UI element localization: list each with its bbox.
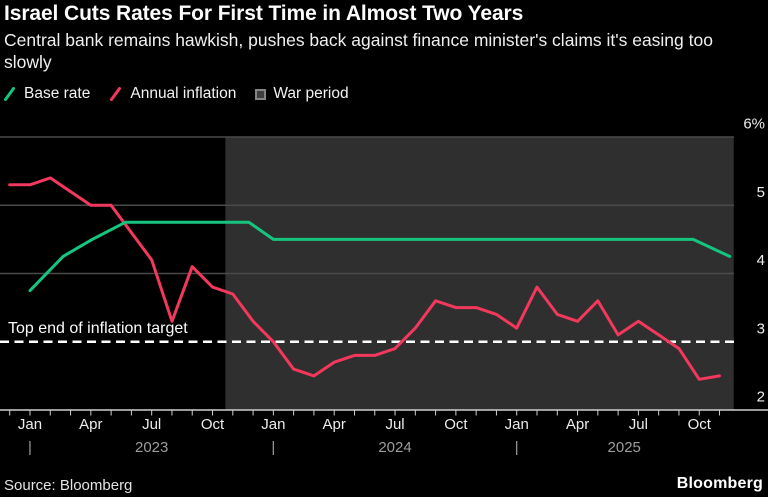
month-label: Oct — [688, 416, 712, 433]
annual-inflation-line-icon — [110, 87, 122, 101]
legend-label-annual-inflation: Annual inflation — [130, 85, 237, 102]
legend-label-war-period: War period — [273, 85, 349, 102]
month-label: Jul — [142, 416, 161, 433]
month-label: Oct — [444, 416, 468, 433]
source-attribution: Source: Bloomberg — [4, 477, 133, 494]
war-period-swatch-icon — [255, 88, 267, 100]
year-label: 2024 — [378, 439, 411, 456]
year-divider: | — [271, 439, 275, 456]
annual-inflation-line-glyph — [110, 87, 122, 101]
month-label: Jan — [505, 416, 529, 433]
y-axis-label: 6% — [743, 116, 765, 133]
month-label: Jul — [629, 416, 648, 433]
legend-item-annual-inflation: Annual inflation — [109, 85, 236, 103]
series-line-annual-inflation — [8, 176, 721, 381]
page-title: Israel Cuts Rates For First Time in Almo… — [4, 2, 524, 25]
year-label: 2025 — [608, 439, 641, 456]
legend-item-war-period: War period — [255, 85, 349, 103]
base-rate-line-icon — [4, 87, 15, 101]
y-axis-label: 4 — [757, 252, 765, 269]
month-label: Jan — [18, 416, 42, 433]
month-label: Apr — [79, 416, 102, 433]
year-label: 2023 — [135, 439, 168, 456]
y-axis-label: 3 — [757, 320, 765, 337]
month-label: Apr — [323, 416, 346, 433]
chart-subtitle: Central bank remains hawkish, pushes bac… — [4, 30, 713, 72]
inflation-target-label: Top end of inflation target — [8, 320, 188, 337]
legend-item-base-rate: Base rate — [3, 85, 90, 103]
bloomberg-logo: Bloomberg — [676, 475, 763, 492]
year-divider: | — [28, 439, 32, 456]
base-rate-line-glyph — [4, 87, 15, 101]
legend-label-base-rate: Base rate — [24, 85, 91, 102]
month-label: Oct — [201, 416, 225, 433]
chart-legend: Base rate Annual inflation War period — [3, 85, 349, 103]
month-label: Apr — [566, 416, 589, 433]
y-axis-label: 5 — [757, 184, 765, 201]
month-label: Jul — [385, 416, 404, 433]
year-divider: | — [515, 439, 519, 456]
month-label: Jan — [261, 416, 285, 433]
series-line-base-rate — [28, 220, 732, 293]
y-axis-label: 2 — [757, 389, 765, 406]
